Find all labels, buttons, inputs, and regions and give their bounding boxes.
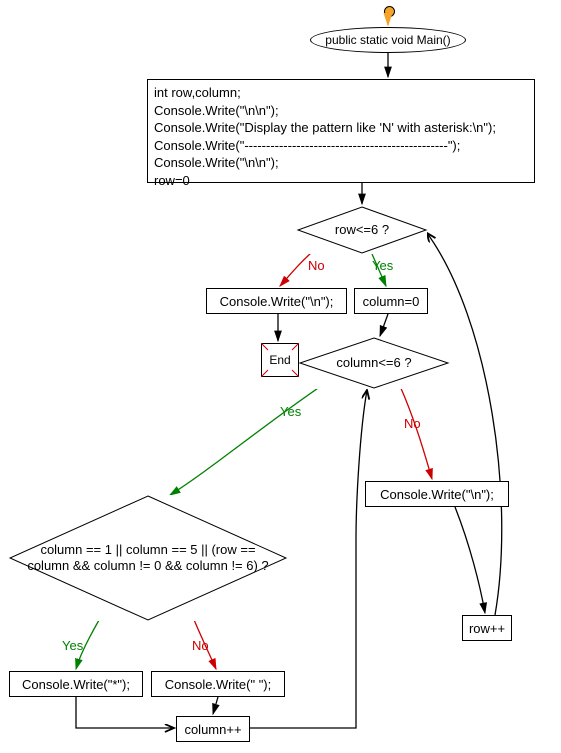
init-block-text: int row,column; Console.Write("\n\n"); C… xyxy=(154,84,496,189)
decision-condition-text: column == 1 || column == 5 || (row == co… xyxy=(19,542,277,575)
row-increment-text: row++ xyxy=(469,621,505,636)
edge-label-d_cond-write_space: No xyxy=(192,638,209,653)
write-newline-final: Console.Write("\n"); xyxy=(206,288,347,314)
write-space: Console.Write(" "); xyxy=(151,671,285,697)
decision-row-text: row<=6 ? xyxy=(335,222,389,238)
decision-column: column<=6 ? xyxy=(299,337,449,389)
end-node: End xyxy=(261,343,299,377)
write-star: Console.Write("*"); xyxy=(9,671,143,697)
write-newline-row: Console.Write("\n"); xyxy=(365,481,509,507)
row-increment: row++ xyxy=(462,615,512,641)
start-node: public static void Main() xyxy=(310,27,466,53)
edge-label-d_row-col_zero: Yes xyxy=(372,258,393,273)
edge-label-d_cond-write_star: Yes xyxy=(62,638,83,653)
write-newline-row-text: Console.Write("\n"); xyxy=(380,487,494,502)
edge-label-d_row-nl_after_rows: No xyxy=(308,258,325,273)
decision-row: row<=6 ? xyxy=(297,206,427,254)
write-space-text: Console.Write(" "); xyxy=(165,677,272,692)
column-increment-text: column++ xyxy=(184,722,241,737)
column-zero-text: column=0 xyxy=(363,294,420,309)
decision-column-text: column<=6 ? xyxy=(336,355,411,371)
column-zero: column=0 xyxy=(354,288,428,314)
edge-label-d_col-nl_after_cols: No xyxy=(404,416,421,431)
end-label: End xyxy=(269,353,290,367)
flowchart-canvas: public static void Main() int row,column… xyxy=(0,0,561,753)
column-increment: column++ xyxy=(176,716,250,742)
write-newline-final-text: Console.Write("\n"); xyxy=(220,294,334,309)
edge-label-d_col-d_cond: Yes xyxy=(280,404,301,419)
start-dot xyxy=(384,6,395,17)
write-star-text: Console.Write("*"); xyxy=(22,677,130,692)
decision-condition: column == 1 || column == 5 || (row == co… xyxy=(9,495,287,621)
init-block: int row,column; Console.Write("\n\n"); C… xyxy=(147,79,535,183)
start-label: public static void Main() xyxy=(325,33,450,47)
